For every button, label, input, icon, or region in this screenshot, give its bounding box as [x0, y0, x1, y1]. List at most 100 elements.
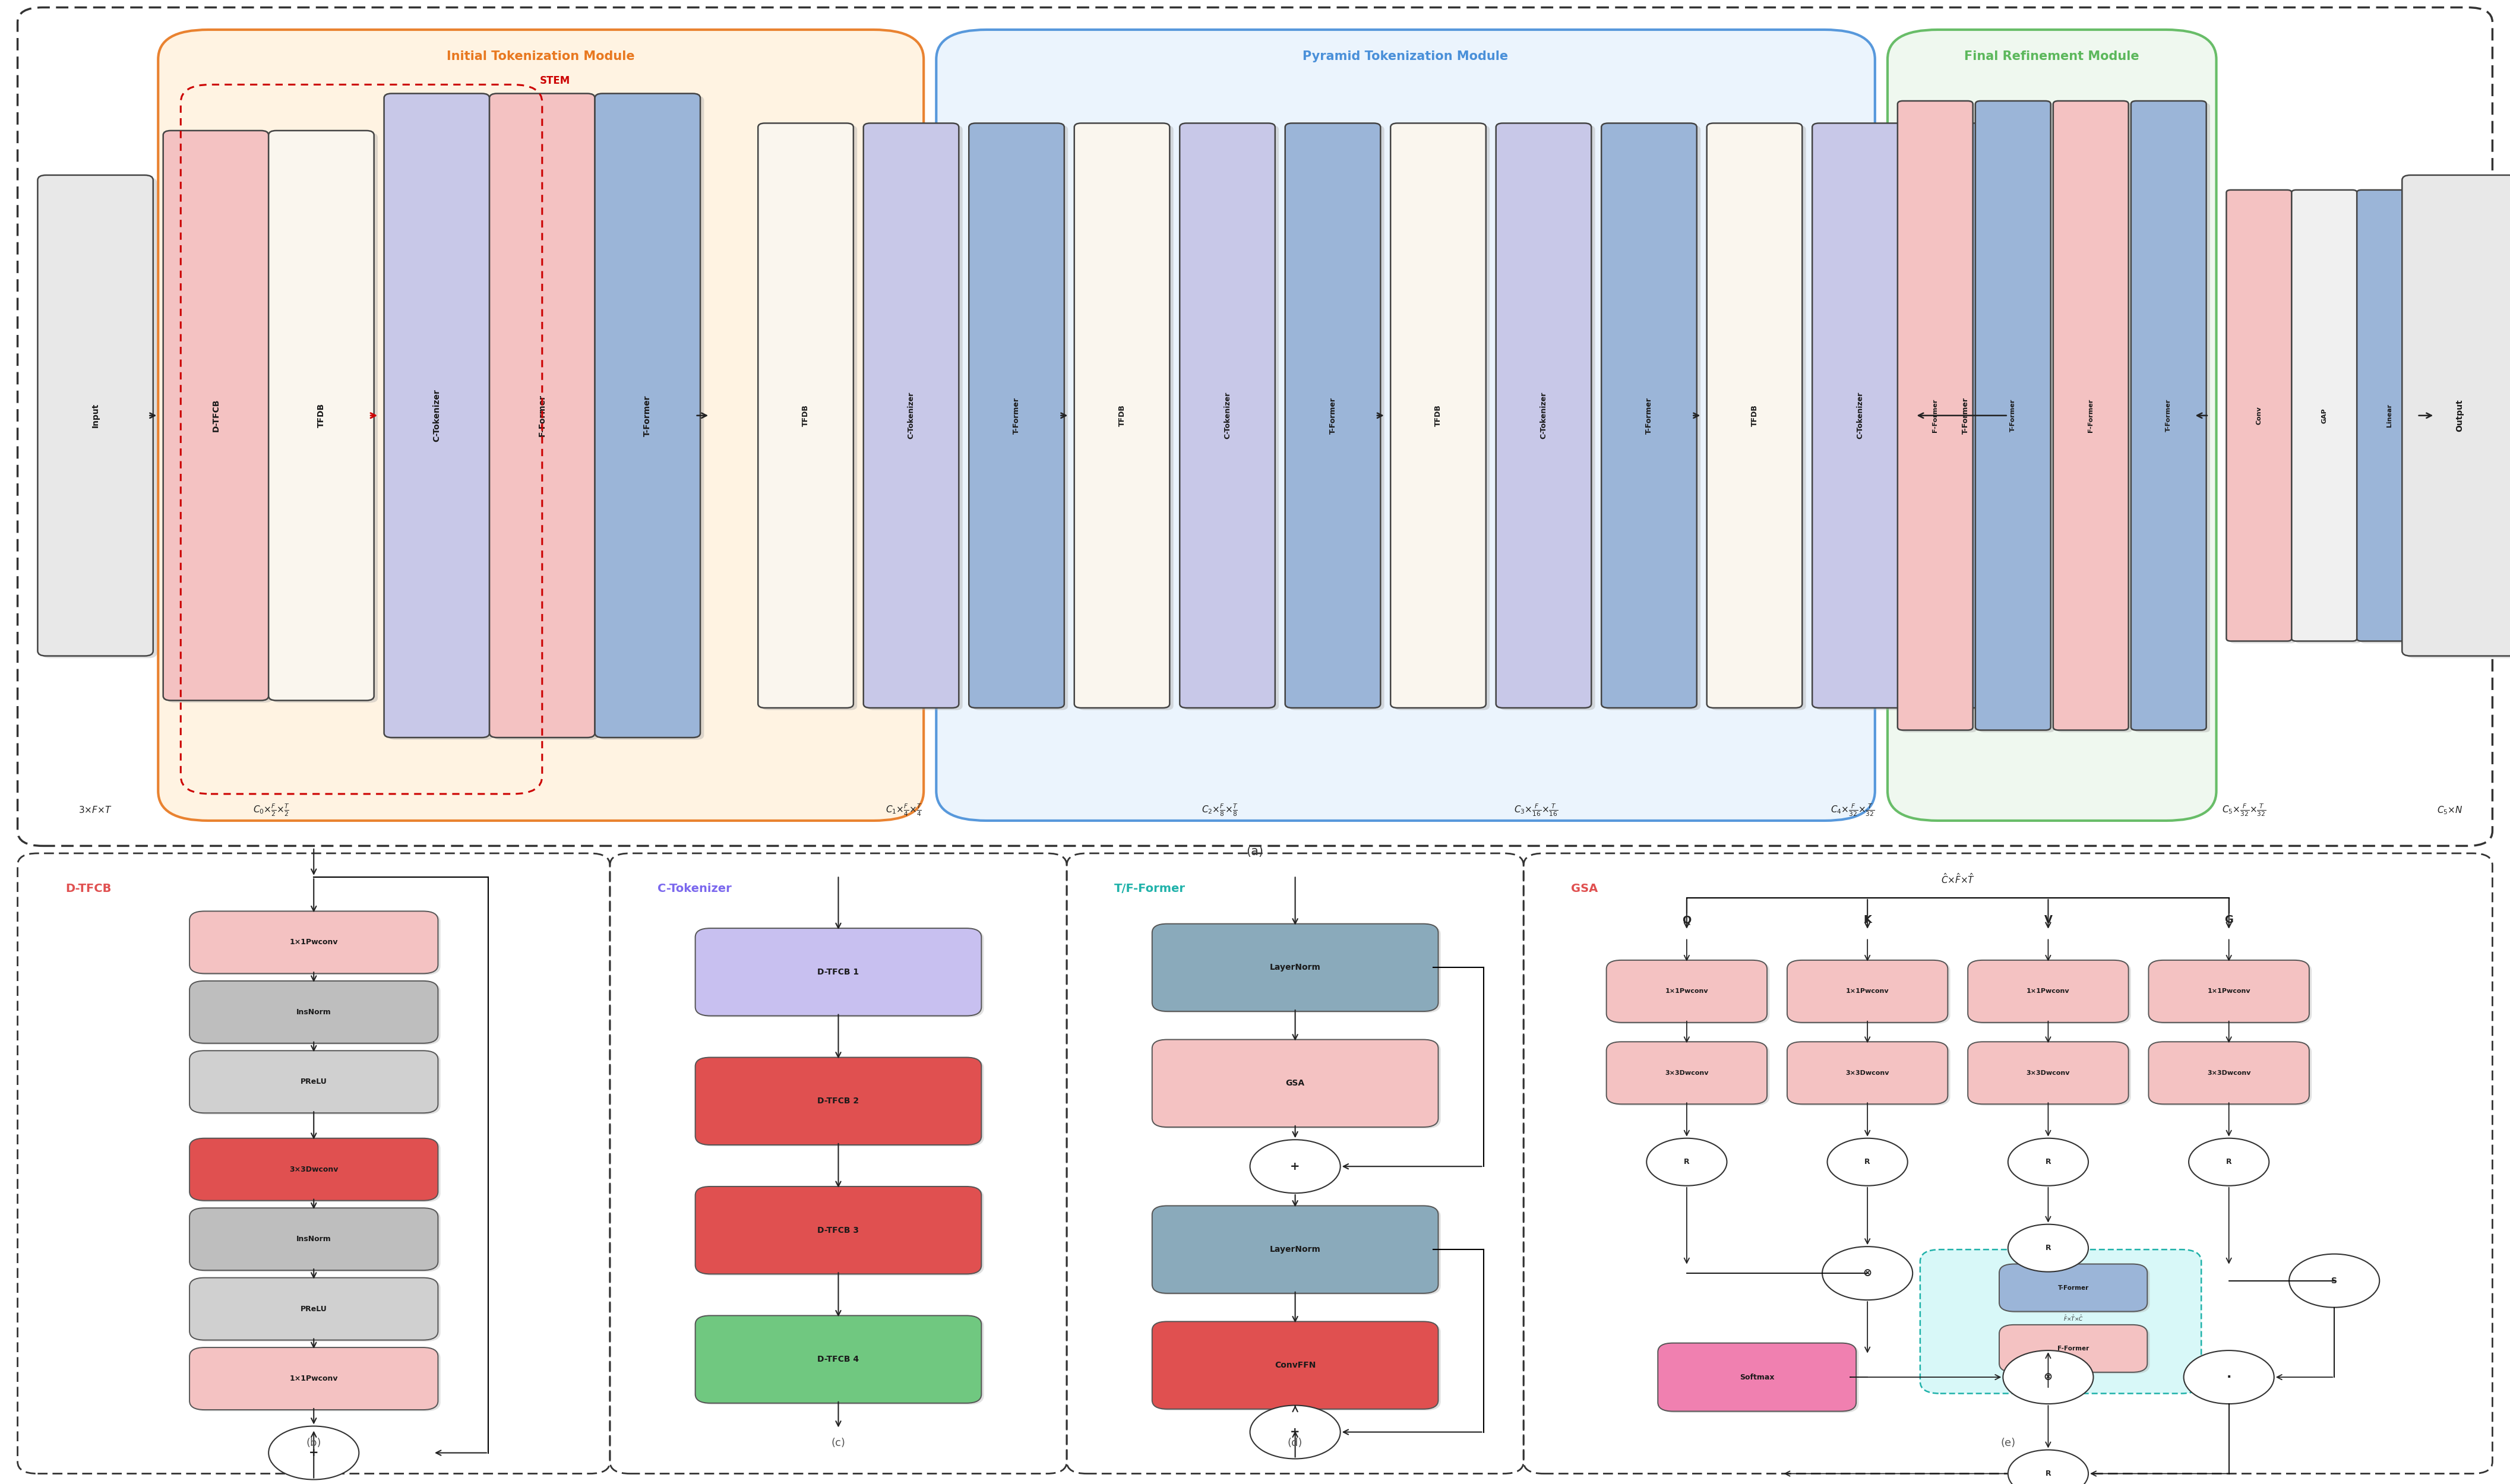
FancyBboxPatch shape	[1609, 962, 1770, 1024]
Text: 3×3Dwconv: 3×3Dwconv	[289, 1165, 339, 1174]
FancyBboxPatch shape	[1155, 1042, 1441, 1128]
Text: T-Former: T-Former	[1644, 398, 1654, 433]
Text: R: R	[2046, 1158, 2051, 1166]
FancyBboxPatch shape	[2402, 175, 2510, 656]
FancyBboxPatch shape	[969, 123, 1064, 708]
FancyBboxPatch shape	[763, 126, 858, 711]
Circle shape	[2189, 1138, 2269, 1186]
FancyBboxPatch shape	[191, 1278, 437, 1340]
FancyBboxPatch shape	[2292, 190, 2357, 641]
Text: S: S	[2332, 1276, 2337, 1285]
FancyBboxPatch shape	[2226, 190, 2292, 641]
FancyBboxPatch shape	[2151, 962, 2312, 1024]
Text: $C_1{\times}\frac{F}{4}{\times}\frac{T}{4}$: $C_1{\times}\frac{F}{4}{\times}\frac{T}{…	[886, 803, 921, 818]
FancyBboxPatch shape	[1998, 1264, 2146, 1312]
Circle shape	[2008, 1138, 2088, 1186]
Text: $C_0{\times}\frac{F}{2}{\times}\frac{T}{2}$: $C_0{\times}\frac{F}{2}{\times}\frac{T}{…	[254, 803, 289, 818]
FancyBboxPatch shape	[1975, 101, 2051, 730]
FancyBboxPatch shape	[1923, 126, 2018, 711]
Text: Pyramid Tokenization Module: Pyramid Tokenization Module	[1303, 50, 1509, 62]
FancyBboxPatch shape	[191, 911, 437, 974]
FancyBboxPatch shape	[1396, 126, 1491, 711]
FancyBboxPatch shape	[758, 123, 853, 708]
Text: Input: Input	[90, 404, 100, 427]
Text: T-Former: T-Former	[643, 395, 653, 436]
FancyBboxPatch shape	[1185, 126, 1278, 711]
FancyBboxPatch shape	[1152, 923, 1438, 1012]
Circle shape	[269, 1426, 359, 1480]
FancyBboxPatch shape	[1787, 1042, 1948, 1104]
FancyBboxPatch shape	[191, 1051, 437, 1113]
Text: (e): (e)	[2000, 1438, 2016, 1448]
Circle shape	[1250, 1405, 1340, 1459]
Text: $C_4{\times}\frac{F}{32}{\times}\frac{T}{32}$: $C_4{\times}\frac{F}{32}{\times}\frac{T}…	[1830, 803, 1875, 818]
FancyBboxPatch shape	[2294, 191, 2359, 643]
FancyBboxPatch shape	[1079, 126, 1175, 711]
Text: Final Refinement Module: Final Refinement Module	[1965, 50, 2139, 62]
FancyBboxPatch shape	[1152, 1321, 1438, 1410]
FancyBboxPatch shape	[191, 982, 442, 1045]
FancyBboxPatch shape	[2149, 1042, 2309, 1104]
Text: F-Former: F-Former	[2088, 399, 2093, 432]
Circle shape	[2008, 1450, 2088, 1484]
FancyBboxPatch shape	[868, 126, 961, 711]
Text: ConvFFN: ConvFFN	[1275, 1361, 1315, 1370]
Text: (c): (c)	[831, 1438, 846, 1448]
FancyBboxPatch shape	[1074, 123, 1170, 708]
Text: +: +	[1290, 1426, 1300, 1438]
FancyBboxPatch shape	[191, 913, 442, 975]
Circle shape	[1647, 1138, 1727, 1186]
FancyBboxPatch shape	[698, 1060, 984, 1146]
FancyBboxPatch shape	[166, 132, 271, 702]
FancyBboxPatch shape	[698, 1318, 984, 1404]
Circle shape	[1250, 1140, 1340, 1193]
FancyBboxPatch shape	[191, 1140, 442, 1202]
FancyBboxPatch shape	[1290, 126, 1386, 711]
FancyBboxPatch shape	[2053, 101, 2128, 730]
FancyBboxPatch shape	[1998, 1325, 2146, 1373]
Text: D-TFCB 3: D-TFCB 3	[818, 1226, 858, 1235]
FancyBboxPatch shape	[191, 1052, 442, 1114]
FancyBboxPatch shape	[698, 929, 984, 1018]
FancyBboxPatch shape	[384, 93, 489, 738]
FancyBboxPatch shape	[1609, 1043, 1770, 1106]
FancyBboxPatch shape	[1155, 1324, 1441, 1410]
FancyBboxPatch shape	[974, 126, 1069, 711]
Text: C-Tokenizer: C-Tokenizer	[1222, 392, 1232, 439]
FancyBboxPatch shape	[595, 93, 700, 738]
Text: T/F-Former: T/F-Former	[1114, 883, 1185, 895]
Text: PReLU: PReLU	[301, 1304, 326, 1313]
Text: R: R	[1865, 1158, 1870, 1166]
FancyBboxPatch shape	[2357, 190, 2422, 641]
FancyBboxPatch shape	[695, 1315, 981, 1404]
FancyBboxPatch shape	[1180, 123, 1275, 708]
Text: LayerNorm: LayerNorm	[1270, 1245, 1320, 1254]
Text: 1×1Pwconv: 1×1Pwconv	[2206, 988, 2251, 994]
Text: 1×1Pwconv: 1×1Pwconv	[1664, 988, 1709, 994]
FancyBboxPatch shape	[1790, 1043, 1950, 1106]
Text: $C_5{\times}N$: $C_5{\times}N$	[2437, 804, 2462, 816]
FancyBboxPatch shape	[191, 1347, 437, 1410]
Text: R: R	[2046, 1244, 2051, 1252]
FancyBboxPatch shape	[2405, 177, 2510, 657]
FancyBboxPatch shape	[1790, 962, 1950, 1024]
Text: D-TFCB: D-TFCB	[65, 883, 110, 895]
Text: GSA: GSA	[1285, 1079, 1305, 1088]
Text: $\hat{C}{\times}\hat{F}{\times}\hat{T}$: $\hat{C}{\times}\hat{F}{\times}\hat{T}$	[1940, 873, 1975, 886]
FancyBboxPatch shape	[1152, 1205, 1438, 1293]
Text: 3×3Dwconv: 3×3Dwconv	[2206, 1070, 2251, 1076]
Text: $3{\times}F{\times}T$: $3{\times}F{\times}T$	[78, 806, 113, 815]
FancyBboxPatch shape	[191, 1349, 442, 1411]
FancyBboxPatch shape	[695, 1187, 981, 1273]
FancyBboxPatch shape	[191, 1208, 437, 1270]
Text: $C_5{\times}\frac{F}{32}{\times}\frac{T}{32}$: $C_5{\times}\frac{F}{32}{\times}\frac{T}…	[2221, 803, 2267, 818]
FancyBboxPatch shape	[1662, 1345, 1857, 1413]
FancyBboxPatch shape	[40, 177, 156, 657]
FancyBboxPatch shape	[1978, 102, 2053, 732]
FancyBboxPatch shape	[1968, 1042, 2128, 1104]
FancyBboxPatch shape	[1606, 1042, 1767, 1104]
FancyBboxPatch shape	[387, 95, 492, 739]
Circle shape	[2289, 1254, 2379, 1307]
FancyBboxPatch shape	[1606, 126, 1699, 711]
Text: STEM: STEM	[540, 76, 570, 86]
